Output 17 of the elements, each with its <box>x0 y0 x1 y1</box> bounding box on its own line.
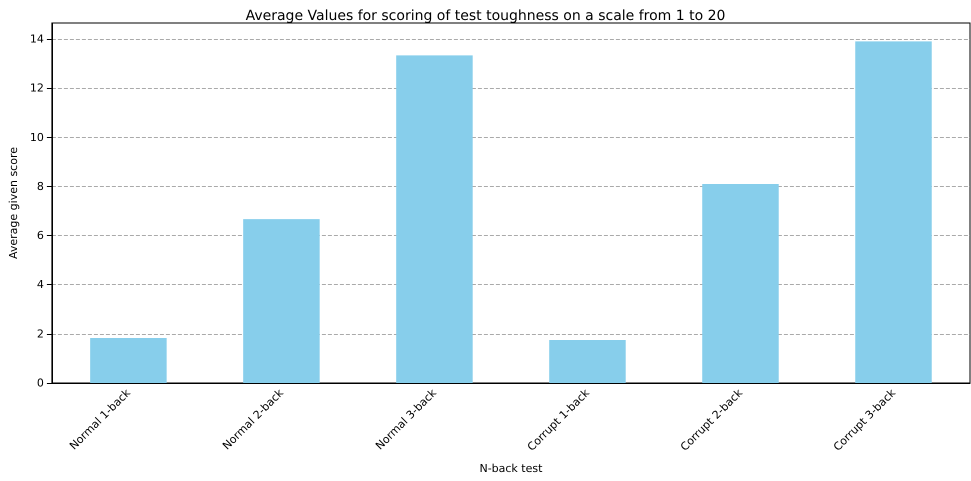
bar <box>396 55 473 383</box>
y-tick-label: 6 <box>36 229 44 242</box>
bar <box>90 338 167 383</box>
y-tick-label: 4 <box>36 278 44 292</box>
bar <box>855 41 932 383</box>
bar <box>549 340 626 383</box>
y-tick-label: 8 <box>36 180 44 193</box>
y-tick-label: 10 <box>30 130 44 144</box>
y-tick-label: 14 <box>30 32 44 46</box>
y-tick-label: 12 <box>30 82 44 95</box>
chart-title: Average Values for scoring of test toughness on a scale from 1 to 20 <box>246 8 726 24</box>
x-axis-title: N-back test <box>479 462 544 475</box>
y-tick-label: 0 <box>36 376 44 390</box>
y-tick-label: 2 <box>36 327 44 340</box>
bar <box>702 184 779 383</box>
bar <box>243 219 320 383</box>
y-axis-title: Average given score <box>7 146 20 260</box>
